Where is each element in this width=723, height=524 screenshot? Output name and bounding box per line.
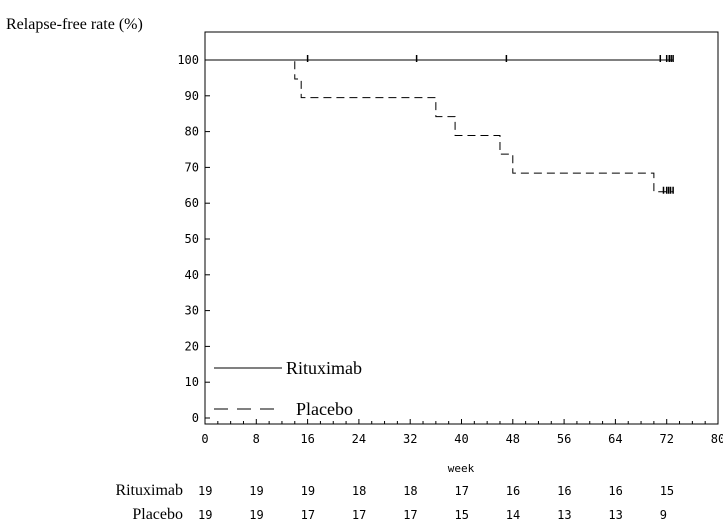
y-tick-label: 10 xyxy=(185,375,199,389)
x-tick-label: 48 xyxy=(506,432,520,446)
risk-value: 16 xyxy=(608,484,622,498)
survival-curves xyxy=(205,55,674,194)
y-tick-label: 100 xyxy=(177,53,199,67)
y-tick-label: 70 xyxy=(185,160,199,174)
y-axis-ticks: 0 10 20 30 40 50 60 70 80 90 100 xyxy=(177,53,210,425)
risk-value: 17 xyxy=(301,508,315,522)
legend-label-rituximab: Rituximab xyxy=(286,358,362,378)
x-tick-label: 80 xyxy=(711,432,723,446)
risk-value: 19 xyxy=(301,484,315,498)
legend-label-placebo: Placebo xyxy=(296,399,353,419)
risk-value: 14 xyxy=(506,508,520,522)
risk-value: 9 xyxy=(660,508,667,522)
risk-value: 19 xyxy=(198,508,212,522)
risk-value: 18 xyxy=(352,484,366,498)
risk-value: 19 xyxy=(198,484,212,498)
plot-frame xyxy=(204,31,719,425)
series-line-placebo xyxy=(205,59,674,193)
x-axis-label: week xyxy=(448,462,475,475)
x-axis-ticks: 0 8 16 24 32 40 48 56 64 72 80 xyxy=(201,419,723,446)
risk-value: 13 xyxy=(608,508,622,522)
y-tick-label: 50 xyxy=(185,232,199,246)
y-tick-label: 0 xyxy=(192,411,199,425)
legend: Rituximab Placebo xyxy=(214,358,362,419)
risk-row-label: Rituximab xyxy=(115,482,183,499)
x-tick-label: 56 xyxy=(557,432,571,446)
y-tick-label: 90 xyxy=(185,89,199,103)
x-tick-label: 72 xyxy=(659,432,673,446)
risk-value: 16 xyxy=(557,484,571,498)
x-tick-label: 64 xyxy=(608,432,622,446)
risk-value: 15 xyxy=(455,508,469,522)
number-at-risk-table: Rituximab 19 19 19 18 18 17 16 16 16 15 Placebo 19 19… xyxy=(115,482,674,523)
x-tick-label: 0 xyxy=(201,432,208,446)
x-tick-label: 24 xyxy=(352,432,366,446)
x-tick-label: 32 xyxy=(403,432,417,446)
y-tick-label: 40 xyxy=(185,268,199,282)
risk-value: 17 xyxy=(455,484,469,498)
y-tick-label: 20 xyxy=(185,339,199,353)
x-tick-label: 16 xyxy=(300,432,314,446)
risk-value: 15 xyxy=(660,484,674,498)
risk-value: 17 xyxy=(403,508,417,522)
y-axis-label: Relapse-free rate (%) xyxy=(6,16,143,33)
y-tick-label: 80 xyxy=(185,125,199,139)
x-tick-label: 8 xyxy=(253,432,260,446)
risk-value: 18 xyxy=(403,484,417,498)
risk-value: 19 xyxy=(249,484,263,498)
y-tick-label: 60 xyxy=(185,196,199,210)
risk-value: 16 xyxy=(506,484,520,498)
risk-value: 19 xyxy=(249,508,263,522)
risk-row-label: Placebo xyxy=(132,506,183,523)
risk-value: 13 xyxy=(557,508,571,522)
y-tick-label: 30 xyxy=(185,304,199,318)
x-tick-label: 40 xyxy=(454,432,468,446)
risk-value: 17 xyxy=(352,508,366,522)
